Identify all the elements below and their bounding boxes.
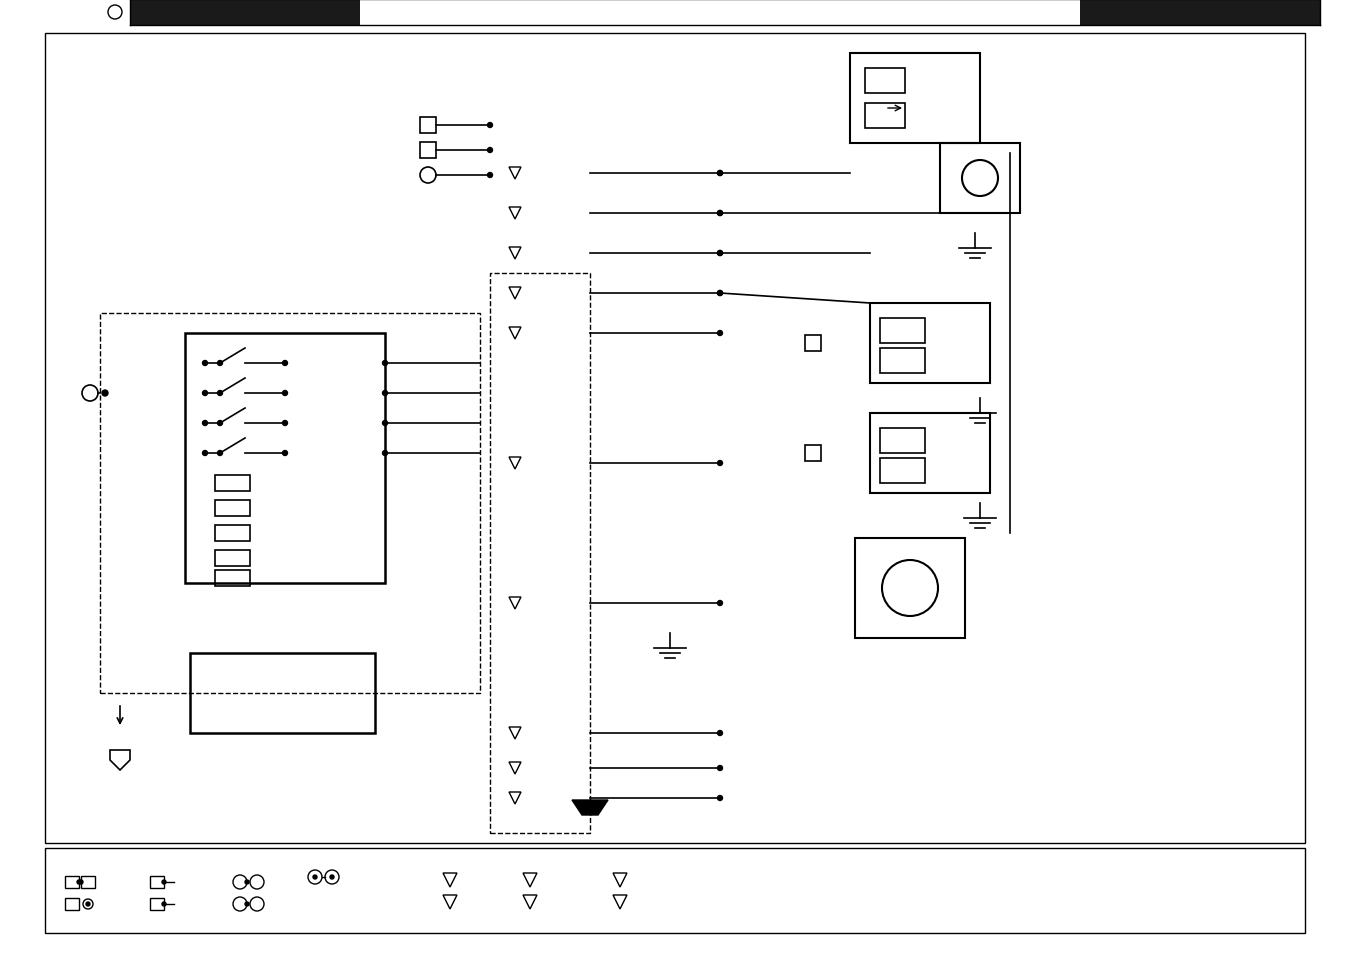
Circle shape — [329, 875, 333, 879]
Circle shape — [717, 252, 722, 256]
Circle shape — [217, 421, 223, 426]
Circle shape — [202, 421, 208, 426]
Circle shape — [717, 212, 722, 216]
Circle shape — [717, 601, 722, 606]
Circle shape — [717, 765, 722, 771]
Bar — [805, 446, 821, 461]
Bar — [130, 0, 360, 26]
Bar — [65, 898, 80, 910]
Circle shape — [244, 902, 248, 906]
Circle shape — [217, 451, 223, 456]
Bar — [185, 334, 385, 583]
Circle shape — [103, 391, 108, 396]
Bar — [215, 476, 250, 492]
Bar — [490, 274, 590, 833]
Circle shape — [202, 361, 208, 366]
Bar — [420, 143, 436, 159]
Circle shape — [202, 451, 208, 456]
Bar — [65, 876, 80, 888]
Bar — [880, 429, 925, 454]
Circle shape — [717, 252, 722, 256]
Circle shape — [244, 880, 248, 884]
Bar — [880, 349, 925, 374]
Bar — [45, 34, 1305, 843]
Circle shape — [487, 123, 493, 129]
Bar — [940, 144, 1021, 213]
Circle shape — [162, 880, 166, 884]
Bar — [215, 551, 250, 566]
Circle shape — [282, 451, 288, 456]
Circle shape — [717, 212, 722, 216]
Circle shape — [382, 391, 387, 396]
Bar — [81, 876, 95, 888]
Circle shape — [382, 421, 387, 426]
Circle shape — [282, 361, 288, 366]
Bar — [865, 104, 904, 129]
Circle shape — [382, 451, 387, 456]
Circle shape — [717, 796, 722, 801]
Circle shape — [162, 902, 166, 906]
Circle shape — [217, 391, 223, 396]
Circle shape — [487, 173, 493, 178]
Bar — [190, 654, 375, 733]
Circle shape — [313, 875, 317, 879]
Circle shape — [382, 361, 387, 366]
Circle shape — [282, 421, 288, 426]
Circle shape — [717, 172, 722, 176]
Bar — [805, 335, 821, 352]
Bar — [855, 538, 965, 639]
Circle shape — [202, 391, 208, 396]
Bar — [150, 876, 163, 888]
Circle shape — [717, 292, 722, 296]
Bar — [880, 458, 925, 483]
Circle shape — [717, 331, 722, 336]
Bar — [150, 898, 163, 910]
Bar — [215, 571, 250, 586]
Bar — [45, 848, 1305, 933]
Circle shape — [77, 880, 81, 884]
Circle shape — [717, 461, 722, 466]
Circle shape — [717, 731, 722, 736]
Bar — [850, 54, 980, 144]
Circle shape — [217, 361, 223, 366]
Bar — [420, 118, 436, 133]
Circle shape — [282, 391, 288, 396]
Bar — [215, 525, 250, 541]
Bar — [215, 500, 250, 517]
Bar — [865, 69, 904, 94]
Circle shape — [717, 172, 722, 176]
Bar — [869, 304, 990, 384]
Bar — [869, 414, 990, 494]
Bar — [1080, 0, 1320, 26]
Bar — [880, 318, 925, 344]
Polygon shape — [572, 801, 608, 815]
Circle shape — [487, 149, 493, 153]
Circle shape — [86, 902, 90, 906]
Circle shape — [80, 880, 82, 884]
Circle shape — [717, 292, 722, 296]
Bar — [100, 314, 481, 693]
